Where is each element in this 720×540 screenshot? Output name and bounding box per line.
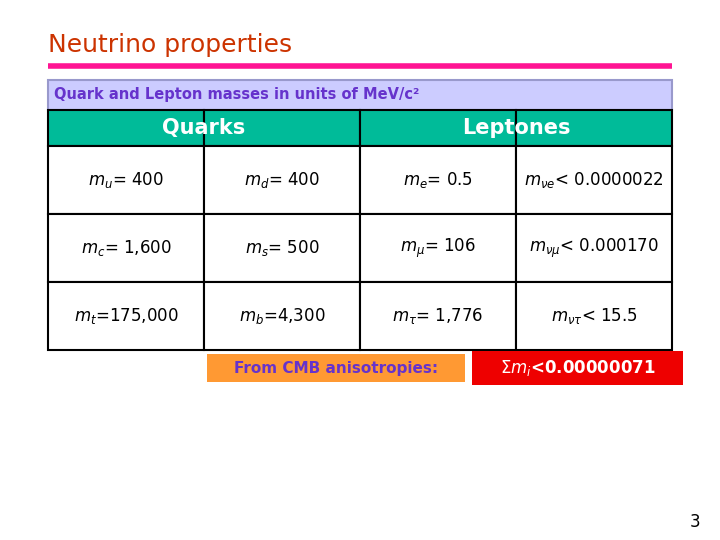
Text: $m_b$=4,300: $m_b$=4,300 [239,306,325,326]
Bar [48,80,672,110]
Bar [516,146,672,214]
Text: $m_s$= 500: $m_s$= 500 [245,238,319,258]
Bar [48,110,204,146]
Text: $m_d$= 400: $m_d$= 400 [244,170,320,190]
Bar [360,110,516,146]
Text: $m_t$=175,000: $m_t$=175,000 [73,306,179,326]
Text: $m_c$= 1,600: $m_c$= 1,600 [81,238,171,258]
Text: $m_u$= 400: $m_u$= 400 [88,170,164,190]
Bar [204,146,360,214]
Bar [516,110,672,146]
Bar [207,354,464,382]
Text: $m_{\mu}$= 106: $m_{\mu}$= 106 [400,237,476,260]
Bar [204,214,360,282]
Bar [516,282,672,350]
Bar [360,282,516,350]
Text: Quarks: Quarks [163,118,246,138]
Bar [204,282,360,350]
Text: $m_{\nu\tau}$< 15.5: $m_{\nu\tau}$< 15.5 [551,306,637,326]
Text: $m_e$= 0.5: $m_e$= 0.5 [403,170,473,190]
Bar [360,214,516,282]
Bar [48,282,204,350]
Text: Quark and Lepton masses in units of MeV/c²: Quark and Lepton masses in units of MeV/… [54,87,419,103]
Text: Leptones: Leptones [462,118,570,138]
Bar [472,351,683,385]
Text: $m_{\nu e}$< 0.0000022: $m_{\nu e}$< 0.0000022 [524,170,664,190]
Text: From CMB anisotropies:: From CMB anisotropies: [234,361,438,375]
Text: $m_{\tau}$= 1,776: $m_{\tau}$= 1,776 [392,306,484,326]
Bar [204,110,360,146]
Bar [48,146,204,214]
Bar [360,146,516,214]
Bar [48,214,204,282]
Bar [516,214,672,282]
Text: $m_{\nu\mu}$< 0.000170: $m_{\nu\mu}$< 0.000170 [529,237,659,260]
Text: Neutrino properties: Neutrino properties [48,33,292,57]
Text: 3: 3 [689,513,700,531]
Text: $\Sigma m_i$<0.00000071: $\Sigma m_i$<0.00000071 [500,358,655,378]
